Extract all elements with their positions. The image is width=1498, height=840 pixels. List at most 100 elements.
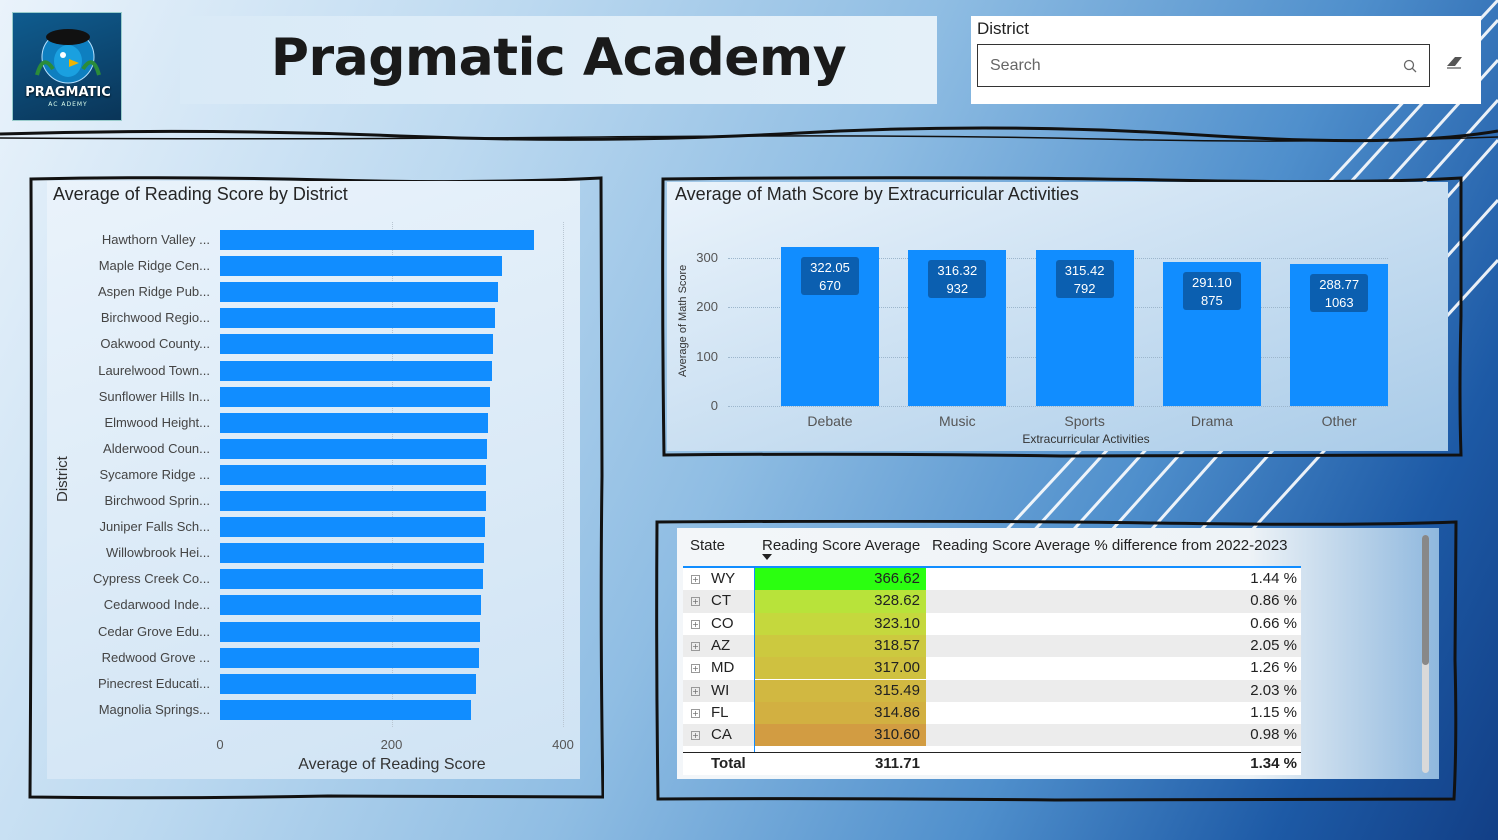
expand-icon[interactable]: + <box>691 597 700 607</box>
data-label-box <box>801 257 859 296</box>
clear-selections-icon[interactable] <box>1445 54 1465 70</box>
category-label: Drama <box>1190 413 1233 429</box>
state-cell[interactable]: CO <box>711 614 734 632</box>
row-color-cell <box>755 590 926 613</box>
column-header[interactable]: State <box>690 537 726 554</box>
district-bar[interactable] <box>220 256 503 277</box>
district-bar[interactable] <box>220 647 479 668</box>
district-label: Sycamore Ridge ... <box>99 466 210 482</box>
district-bar[interactable] <box>220 517 485 538</box>
academy-logo: PRAGMATIC AC ADEMY <box>12 12 122 121</box>
district-label: Cedarwood Inde... <box>103 597 210 613</box>
district-label: Willowbrook Hei... <box>105 545 210 561</box>
column-header[interactable]: Reading Score Average <box>762 537 921 554</box>
percent-diff-cell: 2.05 % <box>1250 636 1297 654</box>
y-tick-label: 300 <box>696 250 718 265</box>
state-cell[interactable]: WI <box>711 681 730 699</box>
row-color-cell <box>755 568 926 591</box>
district-bar[interactable] <box>220 464 486 485</box>
row-color-cell <box>755 634 926 658</box>
district-label: Maple Ridge Cen... <box>98 258 210 274</box>
reading-average-cell: 366.62 <box>874 570 920 587</box>
state-cell[interactable]: AZ <box>711 636 731 654</box>
reading-average-cell: 310.60 <box>874 726 920 744</box>
category-label: Sports <box>1064 413 1105 429</box>
district-label: Redwood Grove ... <box>101 649 210 665</box>
district-bar[interactable] <box>220 569 484 590</box>
district-bar[interactable] <box>220 673 477 694</box>
row-color-cell <box>755 657 926 680</box>
district-bar[interactable] <box>220 386 491 407</box>
district-bar[interactable] <box>220 699 472 720</box>
count-label: 670 <box>819 278 841 294</box>
math-x-axis-label: Extracurricular Activities <box>1022 432 1150 446</box>
sort-descending-icon[interactable] <box>762 554 772 560</box>
district-bar[interactable] <box>220 230 534 250</box>
math-chart-title: Average of Math Score by Extracurricular… <box>675 184 1079 204</box>
value-label: 316.32 <box>937 262 978 278</box>
district-bar[interactable] <box>220 491 486 511</box>
expand-icon[interactable]: + <box>691 575 700 584</box>
district-bar[interactable] <box>220 621 480 642</box>
data-label-box <box>1182 272 1241 311</box>
percent-diff-cell: 0.66 % <box>1250 614 1297 632</box>
reading-average-cell: 317.00 <box>874 659 920 677</box>
column-header[interactable]: Reading Score Average % difference from … <box>932 537 1288 554</box>
count-label: 875 <box>1201 293 1223 309</box>
expand-icon[interactable]: + <box>691 686 700 696</box>
category-label: Music <box>939 413 976 429</box>
data-label-box <box>1310 273 1369 312</box>
district-label: Juniper Falls Sch... <box>99 519 210 535</box>
district-bar[interactable] <box>220 412 488 433</box>
state-cell[interactable]: MD <box>711 659 735 677</box>
panel-border <box>655 520 1458 802</box>
title-banner: Pragmatic Academy <box>180 16 937 104</box>
search-icon[interactable] <box>1403 59 1417 73</box>
district-label: Pinecrest Educati... <box>98 675 210 691</box>
header-underline <box>683 566 1301 568</box>
reading-average-cell: 323.10 <box>874 614 920 632</box>
state-cell[interactable]: FL <box>711 703 729 721</box>
table-scrollbar[interactable] <box>1422 535 1429 773</box>
parrot-pirate-icon <box>35 29 101 84</box>
percent-diff-cell: 2.03 % <box>1250 681 1297 699</box>
district-bar[interactable] <box>220 308 496 329</box>
y-tick-label: 0 <box>710 398 718 413</box>
expand-icon[interactable]: + <box>691 731 700 741</box>
total-percent-diff: 1.34 % <box>1250 755 1297 772</box>
page-title: Pragmatic Academy <box>270 28 847 88</box>
gridline <box>563 222 564 727</box>
expand-icon[interactable]: + <box>691 641 700 651</box>
scrollbar-thumb[interactable] <box>1422 535 1429 665</box>
district-bar[interactable] <box>220 334 493 355</box>
logo-name: PRAGMATIC <box>25 85 111 100</box>
district-label: Laurelwood Town... <box>98 362 210 378</box>
gridline <box>728 406 1388 407</box>
x-tick-label: 400 <box>552 737 574 752</box>
state-cell[interactable]: CA <box>711 726 732 744</box>
district-bar[interactable] <box>220 282 498 303</box>
expand-icon[interactable]: + <box>691 708 700 718</box>
expand-icon[interactable]: + <box>691 664 700 674</box>
expand-icon[interactable]: + <box>691 619 700 629</box>
reading-average-cell: 314.86 <box>874 703 920 721</box>
reading-average-cell: 328.62 <box>874 592 920 610</box>
district-label: Alderwood Coun... <box>103 440 210 456</box>
reading-average-cell: 318.57 <box>874 636 920 654</box>
value-label: 288.77 <box>1319 276 1360 292</box>
partial-row <box>683 746 1301 752</box>
district-bar[interactable] <box>220 543 485 564</box>
y-tick-label: 200 <box>696 299 718 315</box>
percent-diff-cell: 0.98 % <box>1250 726 1297 744</box>
state-cell[interactable]: CT <box>711 592 731 610</box>
state-cell[interactable]: WY <box>711 570 736 587</box>
district-label: Magnolia Springs... <box>98 701 210 717</box>
district-bar[interactable] <box>220 595 481 616</box>
district-bar[interactable] <box>220 438 487 459</box>
row-color-cell <box>755 612 926 635</box>
district-label: Birchwood Regio... <box>100 310 210 326</box>
row-color-cell <box>755 679 926 702</box>
search-input[interactable]: Search <box>977 44 1430 87</box>
district-bar[interactable] <box>220 360 492 381</box>
panel-border <box>661 176 1463 458</box>
